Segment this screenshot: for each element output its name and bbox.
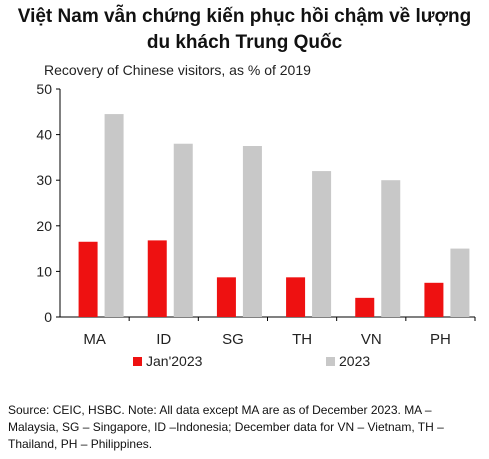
legend-label-jan2023: Jan'2023 [146, 353, 203, 369]
y-tick-label: 40 [36, 127, 52, 143]
bar-2023-ma [104, 114, 124, 317]
source-note: Source: CEIC, HSBC. Note: All data excep… [8, 403, 444, 451]
legend: Jan'2023 2023 [0, 353, 489, 373]
legend-item-2023: 2023 [326, 353, 370, 369]
bar-jan2023-vn [355, 297, 375, 317]
bar-jan2023-th [286, 277, 306, 317]
y-tick-label: 30 [36, 172, 52, 188]
bar-jan2023-id [147, 240, 167, 317]
x-tick-label: VN [361, 331, 382, 348]
chart-title-line-2: du khách Trung Quốc [146, 32, 343, 53]
x-tick-label: MA [83, 331, 106, 348]
bar-2023-sg [242, 146, 262, 317]
chart-title-line-1: Việt Nam vẫn chứng kiến phục hồi chậm về… [17, 6, 472, 27]
y-tick-label: 50 [36, 81, 52, 97]
legend-label-2023: 2023 [339, 353, 371, 369]
x-tick-label: PH [430, 331, 451, 348]
y-tick-label: 0 [44, 309, 52, 325]
y-tick-label: 20 [36, 218, 52, 234]
bar-2023-id [173, 143, 193, 317]
bar-jan2023-sg [216, 277, 236, 317]
legend-item-jan2023: Jan'2023 [133, 353, 202, 369]
y-tick-label: 10 [36, 263, 52, 279]
bar-2023-ph [450, 248, 470, 317]
x-tick-label: ID [156, 331, 171, 348]
x-tick-label: SG [222, 331, 244, 348]
legend-swatch-2023 [326, 356, 335, 366]
legend-swatch-jan2023 [133, 356, 142, 366]
chart-subtitle: Recovery of Chinese visitors, as % of 20… [44, 62, 311, 78]
bar-jan2023-ma [78, 241, 98, 317]
bar-2023-th [312, 171, 332, 317]
chart-title: Việt Nam vẫn chứng kiến phục hồi chậm về… [0, 4, 489, 56]
bar-2023-vn [381, 180, 401, 317]
bar-jan2023-ph [424, 282, 444, 317]
x-tick-label: TH [292, 331, 312, 348]
bar-chart: 0 10 20 30 40 50 MA ID SG TH VN PH [36, 81, 476, 348]
